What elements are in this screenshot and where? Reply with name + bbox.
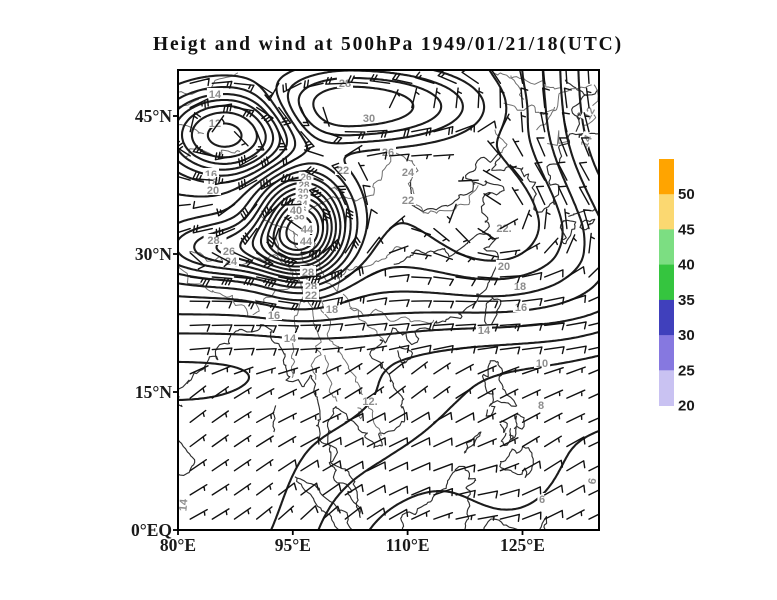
svg-text:22.: 22. [496, 223, 511, 235]
svg-text:45°N: 45°N [135, 106, 172, 126]
svg-text:28: 28 [298, 180, 310, 191]
svg-text:30: 30 [678, 327, 695, 344]
svg-text:0°EQ: 0°EQ [131, 520, 172, 540]
svg-text:20: 20 [207, 185, 219, 197]
svg-text:16: 16 [515, 302, 527, 314]
svg-text:30°N: 30°N [135, 244, 172, 264]
svg-text:16: 16 [268, 310, 280, 322]
svg-text:Heigt and wind at 500hPa 1949/: Heigt and wind at 500hPa 1949/01/21/18(U… [153, 34, 623, 55]
svg-text:6: 6 [539, 494, 545, 506]
svg-text:110°E: 110°E [386, 535, 430, 555]
svg-text:18: 18 [326, 304, 338, 316]
svg-text:20: 20 [678, 398, 695, 415]
svg-text:10: 10 [536, 358, 548, 370]
svg-text:45: 45 [678, 221, 695, 238]
svg-text:35: 35 [678, 292, 695, 309]
svg-text:30: 30 [363, 113, 375, 125]
svg-text:26: 26 [300, 172, 312, 183]
svg-text:22: 22 [305, 290, 317, 302]
svg-text:40: 40 [290, 205, 302, 217]
svg-text:20: 20 [498, 261, 510, 273]
svg-text:26: 26 [223, 246, 235, 258]
svg-text:125°E: 125°E [500, 535, 545, 555]
svg-text:18: 18 [514, 281, 526, 293]
svg-text:14: 14 [284, 333, 297, 345]
svg-text:24: 24 [402, 167, 415, 179]
svg-text:50: 50 [678, 186, 695, 203]
svg-text:38: 38 [293, 211, 305, 222]
svg-text:44: 44 [301, 224, 314, 236]
svg-text:12.: 12. [362, 396, 377, 408]
svg-text:14: 14 [478, 325, 491, 337]
svg-text:12: 12 [209, 118, 221, 130]
svg-text:15°N: 15°N [135, 382, 172, 402]
svg-text:22: 22 [337, 165, 349, 177]
svg-text:6: 6 [586, 477, 599, 485]
svg-text:8: 8 [538, 400, 544, 412]
svg-text:14: 14 [177, 498, 190, 512]
svg-text:40: 40 [678, 257, 695, 274]
svg-text:80°E: 80°E [160, 535, 196, 555]
svg-text:95°E: 95°E [275, 535, 311, 555]
svg-text:22: 22 [402, 195, 414, 207]
svg-text:14: 14 [209, 89, 222, 101]
svg-text:28.: 28. [207, 235, 222, 247]
svg-text:24: 24 [225, 256, 238, 268]
svg-text:44: 44 [300, 236, 313, 248]
svg-text:25: 25 [678, 362, 695, 379]
